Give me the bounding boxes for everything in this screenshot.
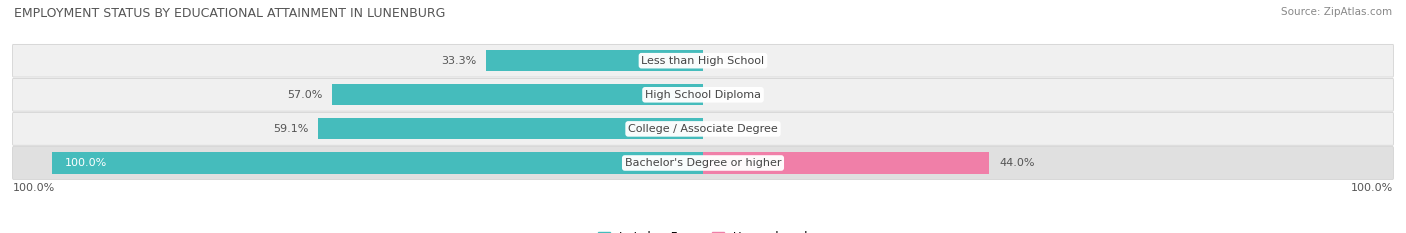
FancyBboxPatch shape [13,79,1393,111]
Text: Source: ZipAtlas.com: Source: ZipAtlas.com [1281,7,1392,17]
Text: 100.0%: 100.0% [1351,183,1393,193]
FancyBboxPatch shape [13,44,1393,77]
Text: 44.0%: 44.0% [1000,158,1035,168]
Text: 0.0%: 0.0% [713,90,741,100]
Bar [486,50,703,71]
Text: 100.0%: 100.0% [13,183,55,193]
Text: EMPLOYMENT STATUS BY EDUCATIONAL ATTAINMENT IN LUNENBURG: EMPLOYMENT STATUS BY EDUCATIONAL ATTAINM… [14,7,446,20]
Text: 33.3%: 33.3% [441,56,477,66]
Text: College / Associate Degree: College / Associate Degree [628,124,778,134]
Bar [703,152,990,174]
Bar [318,118,703,140]
Text: Less than High School: Less than High School [641,56,765,66]
Text: 57.0%: 57.0% [287,90,322,100]
Text: 100.0%: 100.0% [65,158,107,168]
Text: High School Diploma: High School Diploma [645,90,761,100]
FancyBboxPatch shape [13,147,1393,179]
Text: 0.0%: 0.0% [713,124,741,134]
FancyBboxPatch shape [13,113,1393,145]
Bar [332,84,703,105]
Legend: In Labor Force, Unemployed: In Labor Force, Unemployed [593,226,813,233]
Text: 0.0%: 0.0% [713,56,741,66]
Text: Bachelor's Degree or higher: Bachelor's Degree or higher [624,158,782,168]
Bar [52,152,703,174]
Text: 59.1%: 59.1% [273,124,308,134]
